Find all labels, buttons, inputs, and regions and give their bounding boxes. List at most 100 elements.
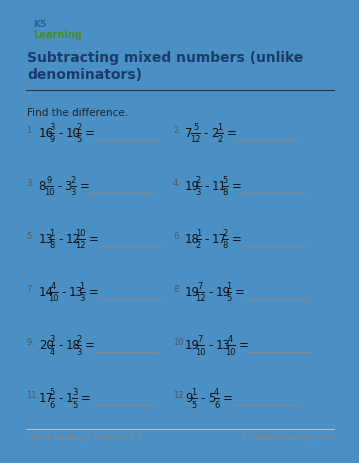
Text: 10: 10 [66,127,80,140]
Text: 3: 3 [79,294,85,303]
Text: 12.: 12. [173,390,186,399]
Text: -: - [57,180,61,193]
Text: 13: 13 [69,286,84,299]
Text: 3: 3 [71,188,76,197]
Text: -: - [61,286,66,299]
Text: 2: 2 [211,127,219,140]
Text: 5: 5 [191,400,197,409]
Text: Find the difference.: Find the difference. [28,107,129,118]
Text: 12: 12 [66,233,81,246]
Text: 1: 1 [217,123,223,131]
Text: 3: 3 [196,188,201,197]
Text: 11.: 11. [27,390,40,399]
Text: 2: 2 [196,241,201,250]
Text: 4: 4 [49,347,55,356]
Text: 7: 7 [197,282,203,290]
Text: 8.: 8. [173,284,181,294]
Text: =: = [235,286,245,299]
Text: 10: 10 [75,228,86,238]
Text: 19: 19 [185,338,200,351]
Text: 10: 10 [44,188,55,197]
Text: =: = [85,127,95,140]
Text: 4: 4 [214,387,219,396]
Text: -: - [205,180,209,193]
Text: 8: 8 [223,241,228,250]
Text: 2: 2 [223,228,228,238]
Text: 8: 8 [223,188,228,197]
Text: Learning: Learning [33,30,82,39]
Text: =: = [226,127,236,140]
Text: 14: 14 [39,286,54,299]
Text: 1.: 1. [27,125,34,135]
Text: =: = [85,338,95,351]
Text: =: = [223,391,233,404]
Text: 8: 8 [49,241,55,250]
Text: =: = [81,391,91,404]
Text: 10: 10 [48,294,59,303]
Text: 9.: 9. [27,338,34,346]
Text: K5: K5 [33,20,46,29]
Text: 9: 9 [49,135,55,144]
Text: 7.: 7. [27,284,34,294]
Text: -: - [205,233,209,246]
Text: 2: 2 [217,135,223,144]
Text: 1: 1 [66,391,73,404]
Text: 6: 6 [214,400,219,409]
Text: 20: 20 [39,338,53,351]
Text: 3: 3 [49,123,55,131]
Text: -: - [208,286,213,299]
Text: 17: 17 [212,233,227,246]
Text: 16: 16 [39,127,54,140]
Text: -: - [58,127,62,140]
Text: 1: 1 [226,282,231,290]
Text: 5: 5 [208,391,215,404]
Text: 13: 13 [39,233,53,246]
Text: 1: 1 [196,228,201,238]
Text: 12: 12 [75,241,86,250]
Text: =: = [89,286,98,299]
Text: 3: 3 [65,180,72,193]
Text: 3: 3 [49,334,55,343]
Text: 1: 1 [191,387,197,396]
Text: 2: 2 [76,123,81,131]
Text: -: - [208,338,213,351]
Text: 12: 12 [190,135,201,144]
Text: 6: 6 [49,400,55,409]
Text: 2: 2 [71,175,76,185]
Text: 5: 5 [226,294,231,303]
Text: =: = [80,180,90,193]
Text: 18: 18 [185,233,200,246]
Text: 9: 9 [47,175,52,185]
Text: 2: 2 [196,175,201,185]
Text: 2.: 2. [173,125,181,135]
Text: Online reading & math for K-5: Online reading & math for K-5 [28,432,142,441]
Text: 5.: 5. [27,232,34,240]
Text: -: - [58,391,62,404]
Text: 1: 1 [49,228,55,238]
Text: -: - [58,233,62,246]
Text: 10: 10 [225,347,236,356]
Text: 18: 18 [66,338,80,351]
Text: 7: 7 [185,127,193,140]
Text: 19: 19 [185,286,200,299]
Text: 10: 10 [195,347,205,356]
Text: Subtracting mixed numbers (unlike
denominators): Subtracting mixed numbers (unlike denomi… [28,50,304,82]
Text: 9: 9 [185,391,193,404]
Text: 5: 5 [72,400,77,409]
Text: 4: 4 [228,334,233,343]
Text: 1: 1 [80,282,85,290]
Text: 3: 3 [72,387,77,396]
Text: =: = [89,233,98,246]
Text: 4: 4 [51,282,56,290]
Text: 19: 19 [185,180,200,193]
Text: -: - [200,391,205,404]
Text: ©  www.k5learning.com: © www.k5learning.com [241,432,334,441]
Text: 6.: 6. [173,232,181,240]
Text: 5: 5 [49,387,55,396]
Text: =: = [238,338,248,351]
Text: -: - [58,338,62,351]
Text: 4.: 4. [173,179,181,188]
Text: 11: 11 [212,180,227,193]
Text: 12: 12 [195,294,205,303]
Text: 8: 8 [39,180,46,193]
